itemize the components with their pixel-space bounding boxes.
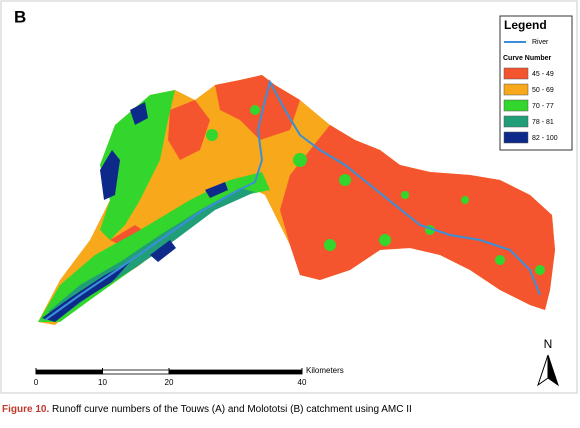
panel-label: B [14, 7, 26, 26]
land-82-100 [205, 182, 228, 198]
patch [339, 174, 351, 186]
patch [495, 255, 505, 265]
legend-swatch [503, 99, 529, 112]
scale-segment [102, 369, 170, 375]
land-82-100 [100, 150, 120, 200]
legend-swatch [503, 83, 529, 96]
caption-label: Figure 10. [2, 404, 49, 415]
patch [461, 196, 469, 204]
scale-tick-label: 10 [98, 378, 107, 387]
scale-bar: 0 10 20 40 Kilometers [34, 366, 344, 387]
river [44, 79, 541, 321]
legend-river-label: River [532, 39, 549, 46]
legend-class-label: 78 - 81 [532, 119, 554, 126]
legend-class-label: 70 - 77 [532, 103, 554, 110]
legend-class-label: 45 - 49 [532, 71, 554, 78]
patch [401, 191, 409, 199]
catchment-map [38, 75, 555, 325]
legend-class-label: 50 - 69 [532, 87, 554, 94]
scale-tick-label: 0 [34, 378, 39, 387]
caption: Figure 10. Runoff curve numbers of the T… [2, 404, 412, 415]
legend-box [499, 15, 573, 151]
caption-text: Runoff curve numbers of the Touws (A) an… [52, 404, 412, 415]
green-patches [206, 105, 545, 275]
legend-swatch [503, 115, 529, 128]
patch [293, 153, 307, 167]
land-45-49 [280, 125, 555, 310]
north-arrow: N [537, 337, 559, 387]
patch [250, 105, 260, 115]
patch [379, 234, 391, 246]
scale-tick-label: 40 [298, 378, 307, 387]
north-label: N [544, 337, 553, 351]
scale-tick-label: 20 [165, 378, 174, 387]
scale-segment [168, 369, 303, 375]
legend-swatch [503, 131, 529, 144]
land-82-100 [130, 102, 148, 125]
legend-swatch [503, 67, 529, 80]
legend-class-label: 82 - 100 [532, 135, 558, 142]
scale-unit: Kilometers [306, 366, 344, 375]
arrow-right [547, 354, 559, 387]
legend-title: Legend [504, 18, 547, 32]
legend-subtitle: Curve Number [503, 55, 552, 62]
legend: Legend River Curve Number 45 - 49 50 - 69… [499, 15, 573, 151]
patch [206, 129, 218, 141]
scale-segment [35, 369, 103, 375]
land-70-77 [100, 90, 175, 240]
land-82-100 [150, 240, 176, 262]
patch [535, 265, 545, 275]
land-45-49 [168, 100, 210, 160]
patch [324, 239, 336, 251]
